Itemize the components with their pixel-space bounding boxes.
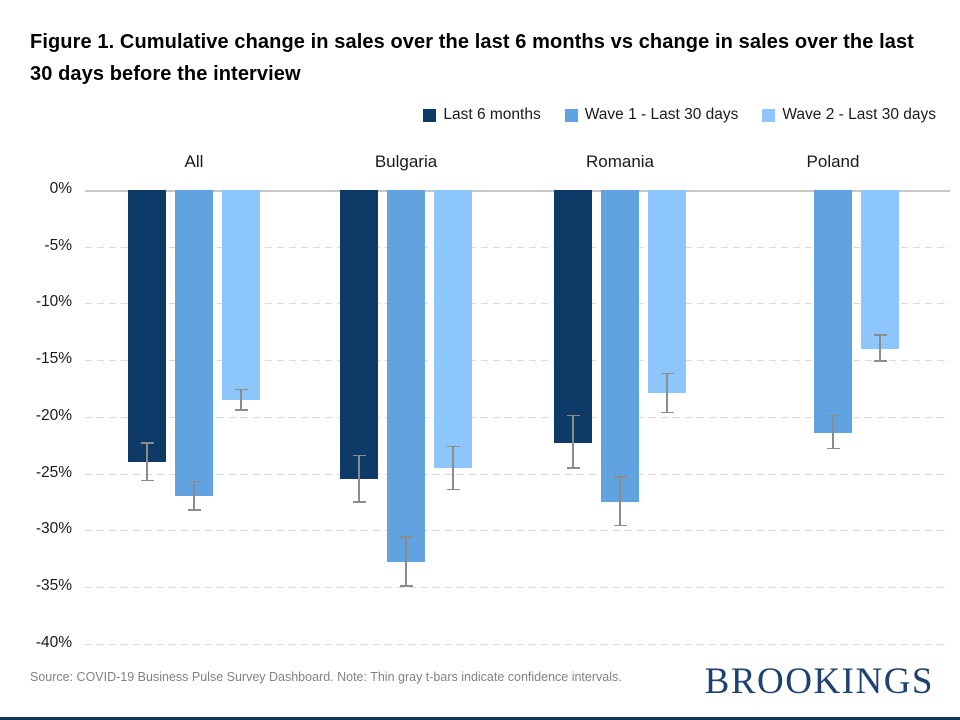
y-axis-tick-label: -25% [35,463,72,481]
category-label-romania: Romania [585,152,655,171]
bar-bulgaria-wave-2-last-30-days [434,190,472,468]
error-bar-cap [446,488,460,491]
bar-all-wave-2-last-30-days [222,190,260,400]
legend-swatch-light-blue [762,108,776,122]
error-bar-line [146,442,148,481]
y-axis-tick-label: -30% [35,520,72,538]
error-bar-cap [826,447,840,450]
gridline [85,473,950,475]
figure-title: Figure 1. Cumulative change in sales ove… [30,31,914,85]
error-bar-cap [660,411,674,413]
bar-bulgaria-last-6-months [340,190,378,480]
error-bar-cap [826,414,840,417]
error-bar-line [240,389,242,410]
error-bar-line [572,415,574,468]
error-bar-line [832,415,834,449]
error-bar-cap [187,509,201,511]
source-note: Source: COVID-19 Business Pulse Survey D… [30,670,622,684]
legend-label: Wave 1 - Last 30 days [584,106,739,123]
gridline [85,303,950,305]
brookings-logo: BROOKINGS [704,661,934,702]
bar-romania-last-6-months [554,190,592,443]
error-bar-cap [613,524,627,527]
y-axis-tick-label: -15% [35,350,72,368]
gridline [85,643,950,645]
error-bar-cap [566,467,580,469]
bottom-border [0,717,960,720]
category-label-poland: Poland [806,152,860,171]
error-bar-cap [399,585,413,587]
y-axis-tick-label: -40% [35,633,72,651]
error-bar-line [358,455,360,502]
legend-label: Last 6 months [443,106,541,123]
y-axis-tick-label: -20% [35,406,72,424]
bar-all-wave-1-last-30-days [175,190,213,497]
error-bar-cap [566,414,580,417]
category-label-all: All [184,152,204,171]
error-bar-cap [187,480,201,483]
bar-romania-wave-1-last-30-days [601,190,639,502]
bar-poland-wave-2-last-30-days [861,190,899,349]
error-bar-line [619,476,621,526]
y-axis-tick-label: 0% [49,180,72,197]
error-bar-cap [234,388,248,391]
error-bar-cap [352,501,366,503]
legend-item-last-6-months: Last 6 months [423,106,541,124]
gridline [85,246,950,248]
zero-axis-line [85,190,950,192]
y-axis-tick-label: -10% [35,293,72,311]
error-bar-cap [613,476,627,478]
error-bar-line [193,481,195,510]
gridline [85,586,950,588]
legend-swatch-dark-navy [423,108,437,122]
error-bar-cap [140,479,154,482]
error-bar-line [452,446,454,490]
error-bar-line [666,373,668,413]
error-bar-cap [352,454,366,457]
legend-item-wave-2: Wave 2 - Last 30 days [762,106,936,124]
gridline [85,416,950,418]
error-bar-cap [660,372,674,375]
gridline [85,530,950,532]
gridline [85,360,950,362]
bar-poland-wave-1-last-30-days [814,190,852,433]
error-bar-cap [873,334,887,336]
error-bar-cap [446,445,460,448]
y-axis-tick-label: -5% [44,236,72,254]
bar-all-last-6-months [128,190,166,463]
error-bar-line [405,537,407,586]
chart-legend: Last 6 months Wave 1 - Last 30 days Wave… [423,106,936,124]
error-bar-cap [140,442,154,444]
error-bar-cap [234,409,248,411]
error-bar-line [879,335,881,362]
bar-romania-wave-2-last-30-days [648,190,686,393]
error-bar-cap [399,536,413,538]
legend-label: Wave 2 - Last 30 days [782,106,936,123]
y-axis-tick-label: -35% [35,576,72,594]
category-label-bulgaria: Bulgaria [374,152,438,171]
legend-swatch-medium-blue [564,108,578,122]
legend-item-wave-1: Wave 1 - Last 30 days [564,106,739,124]
error-bar-cap [873,360,887,362]
bar-bulgaria-wave-1-last-30-days [387,190,425,562]
